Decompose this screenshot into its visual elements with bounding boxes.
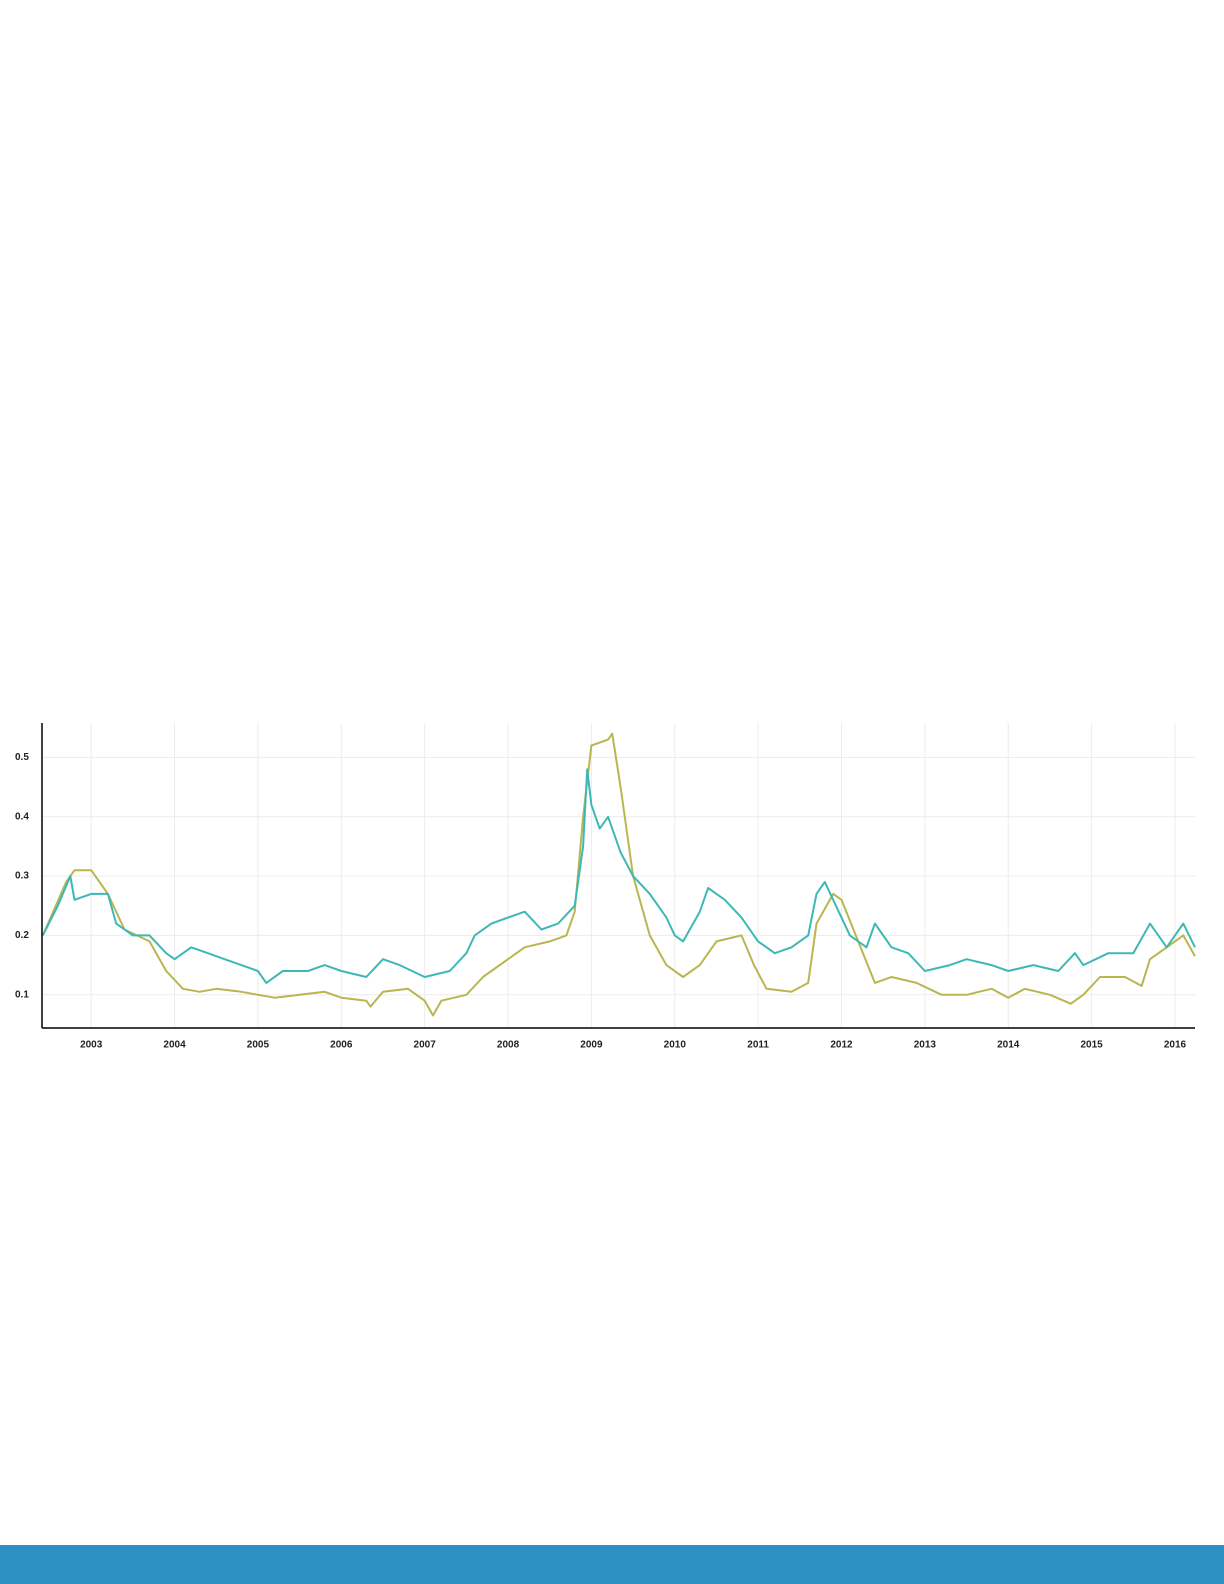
y-tick-label: 0.5 bbox=[15, 752, 29, 763]
chart: 0.1 0.2 0.3 0.4 0.5 2003 2004 2005 2006 2007 2008 2… bbox=[15, 723, 1196, 1051]
x-tick-label: 2015 bbox=[1080, 1040, 1103, 1051]
x-tick-label: 2013 bbox=[914, 1040, 937, 1051]
series-line bbox=[41, 732, 1196, 1017]
footer-bar bbox=[0, 1545, 1224, 1584]
x-tick-label: 2014 bbox=[997, 1040, 1020, 1051]
x-tick-label: 2011 bbox=[747, 1040, 769, 1051]
y-tick-label: 0.4 bbox=[15, 811, 29, 822]
y-tick-label: 0.3 bbox=[15, 871, 29, 882]
x-tick-label: 2009 bbox=[580, 1040, 603, 1051]
x-tick-label: 2016 bbox=[1164, 1040, 1187, 1051]
x-tick-label: 2003 bbox=[80, 1040, 103, 1051]
x-tick-label: 2005 bbox=[247, 1040, 270, 1051]
x-tick-label: 2008 bbox=[497, 1040, 520, 1051]
y-tick-label: 0.2 bbox=[15, 930, 29, 941]
x-tick-label: 2012 bbox=[830, 1040, 853, 1051]
y-tick-label: 0.1 bbox=[15, 989, 29, 1000]
x-tick-label: 2006 bbox=[330, 1040, 353, 1051]
x-tick-label: 2007 bbox=[414, 1040, 437, 1051]
x-tick-label: 2010 bbox=[664, 1040, 687, 1051]
x-tick-label: 2004 bbox=[163, 1040, 186, 1051]
series-line bbox=[41, 768, 1196, 984]
